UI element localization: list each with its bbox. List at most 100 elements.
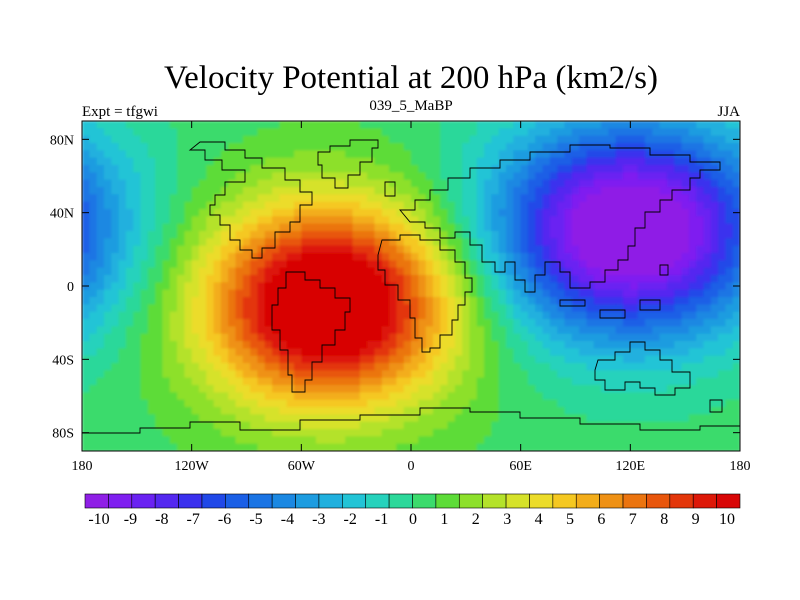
field-cell xyxy=(338,385,346,393)
field-cell xyxy=(513,290,521,298)
field-cell xyxy=(221,385,229,393)
field-cell xyxy=(97,334,105,342)
field-cell xyxy=(331,282,339,290)
field-cell xyxy=(433,143,441,151)
field-cell xyxy=(513,121,521,129)
field-cell xyxy=(616,304,624,312)
field-cell xyxy=(426,180,434,188)
field-cell xyxy=(477,378,485,386)
field-cell xyxy=(257,128,265,136)
field-cell xyxy=(608,202,616,210)
right-string: JJA xyxy=(717,104,740,120)
field-cell xyxy=(513,253,521,261)
field-cell xyxy=(426,400,434,408)
field-cell xyxy=(462,202,470,210)
field-cell xyxy=(477,246,485,254)
field-cell xyxy=(535,363,543,371)
field-cell xyxy=(206,216,214,224)
field-cell xyxy=(521,187,529,195)
field-cell xyxy=(331,414,339,422)
field-cell xyxy=(119,407,127,415)
field-cell xyxy=(630,216,638,224)
field-cell xyxy=(155,216,163,224)
field-cell xyxy=(243,334,251,342)
field-cell xyxy=(491,297,499,305)
field-cell xyxy=(594,224,602,232)
field-cell xyxy=(345,121,353,129)
field-cell xyxy=(440,363,448,371)
field-cell xyxy=(579,158,587,166)
field-cell xyxy=(550,312,558,320)
field-cell xyxy=(682,282,690,290)
field-cell xyxy=(426,202,434,210)
field-cell xyxy=(535,136,543,144)
field-cell xyxy=(184,136,192,144)
field-cell xyxy=(660,282,668,290)
field-cell xyxy=(316,121,324,129)
field-cell xyxy=(733,143,741,151)
field-cell xyxy=(448,224,456,232)
field-cell xyxy=(133,202,141,210)
field-cell xyxy=(162,414,170,422)
field-cell xyxy=(733,444,741,452)
field-cell xyxy=(199,341,207,349)
field-cell xyxy=(565,319,573,327)
field-cell xyxy=(689,121,697,129)
field-cell xyxy=(257,180,265,188)
field-cell xyxy=(162,246,170,254)
field-cell xyxy=(667,422,675,430)
field-cell xyxy=(608,180,616,188)
field-cell xyxy=(579,385,587,393)
field-cell xyxy=(257,143,265,151)
field-cell xyxy=(404,436,412,444)
field-cell xyxy=(148,209,156,217)
field-cell xyxy=(411,238,419,246)
field-cell xyxy=(148,436,156,444)
field-cell xyxy=(711,341,719,349)
field-cell xyxy=(140,165,148,173)
field-cell xyxy=(469,194,477,202)
field-cell xyxy=(725,268,733,276)
field-cell xyxy=(623,202,631,210)
field-cell xyxy=(272,275,280,283)
field-cell xyxy=(279,180,287,188)
field-cell xyxy=(513,312,521,320)
field-cell xyxy=(660,297,668,305)
field-cell xyxy=(513,260,521,268)
field-cell xyxy=(469,326,477,334)
colorbar-label: 3 xyxy=(503,511,511,528)
field-cell xyxy=(155,260,163,268)
field-cell xyxy=(418,172,426,180)
field-cell xyxy=(623,429,631,437)
field-cell xyxy=(184,224,192,232)
field-cell xyxy=(301,143,309,151)
colorbar-swatch xyxy=(506,494,529,508)
field-cell xyxy=(133,304,141,312)
field-cell xyxy=(257,268,265,276)
field-cell xyxy=(155,414,163,422)
colorbar-swatch xyxy=(693,494,716,508)
colorbar-swatch xyxy=(623,494,646,508)
field-cell xyxy=(608,370,616,378)
field-cell xyxy=(396,224,404,232)
field-cell xyxy=(140,370,148,378)
field-cell xyxy=(177,334,185,342)
field-cell xyxy=(565,304,573,312)
field-cell xyxy=(499,436,507,444)
field-cell xyxy=(440,370,448,378)
field-cell xyxy=(543,282,551,290)
field-cell xyxy=(177,363,185,371)
field-cell xyxy=(104,260,112,268)
field-cell xyxy=(491,202,499,210)
field-cell xyxy=(426,128,434,136)
field-cell xyxy=(491,356,499,364)
field-cell xyxy=(374,150,382,158)
field-cell xyxy=(535,253,543,261)
field-cell xyxy=(331,165,339,173)
field-cell xyxy=(448,187,456,195)
field-cell xyxy=(214,326,222,334)
field-cell xyxy=(594,290,602,298)
field-cell xyxy=(221,238,229,246)
field-cell xyxy=(594,231,602,239)
field-cell xyxy=(279,400,287,408)
